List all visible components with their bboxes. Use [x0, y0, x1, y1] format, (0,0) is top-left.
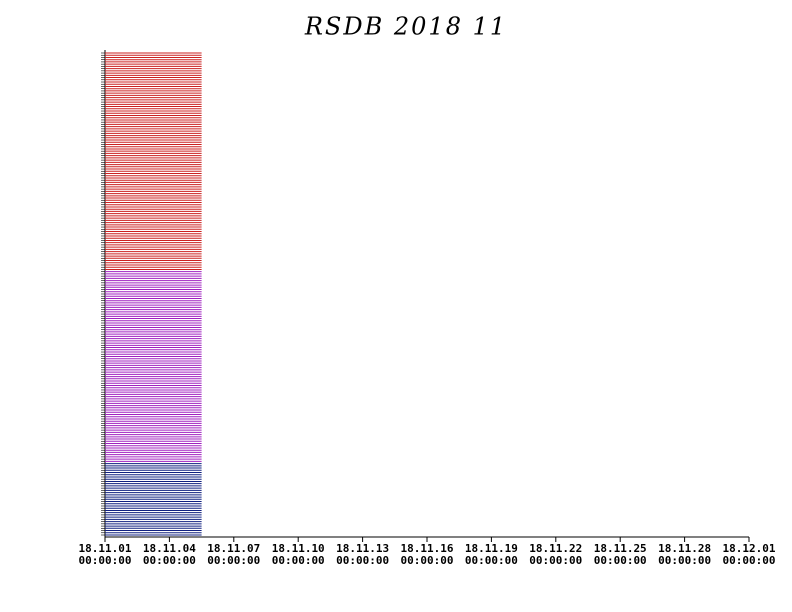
x-tick-label: 18.11.04 [143, 542, 196, 555]
x-tick-label: 18.11.13 [336, 542, 389, 555]
x-tick-sublabel: 00:00:00 [401, 554, 454, 567]
x-tick-label: 18.11.01 [79, 542, 132, 555]
x-tick-sublabel: 00:00:00 [658, 554, 711, 567]
x-tick-sublabel: 00:00:00 [336, 554, 389, 567]
x-tick-label: 18.11.16 [401, 542, 454, 555]
x-tick-sublabel: 00:00:00 [465, 554, 518, 567]
x-tick-sublabel: 00:00:00 [79, 554, 132, 567]
x-tick-label: 18.11.28 [658, 542, 711, 555]
x-tick-label: 18.11.10 [272, 542, 325, 555]
x-tick-sublabel: 00:00:00 [207, 554, 260, 567]
x-tick-sublabel: 00:00:00 [723, 554, 776, 567]
x-tick-label: 18.11.22 [529, 542, 582, 555]
x-tick-label: 18.11.25 [594, 542, 647, 555]
x-tick-sublabel: 00:00:00 [272, 554, 325, 567]
x-tick-sublabel: 00:00:00 [594, 554, 647, 567]
x-tick-sublabel: 00:00:00 [143, 554, 196, 567]
x-tick-label: 18.11.19 [465, 542, 518, 555]
chart-title: RSDB 2018 11 [304, 13, 507, 41]
x-tick-sublabel: 00:00:00 [529, 554, 582, 567]
x-tick-label: 18.11.07 [207, 542, 260, 555]
x-tick-label: 18.12.01 [723, 542, 776, 555]
